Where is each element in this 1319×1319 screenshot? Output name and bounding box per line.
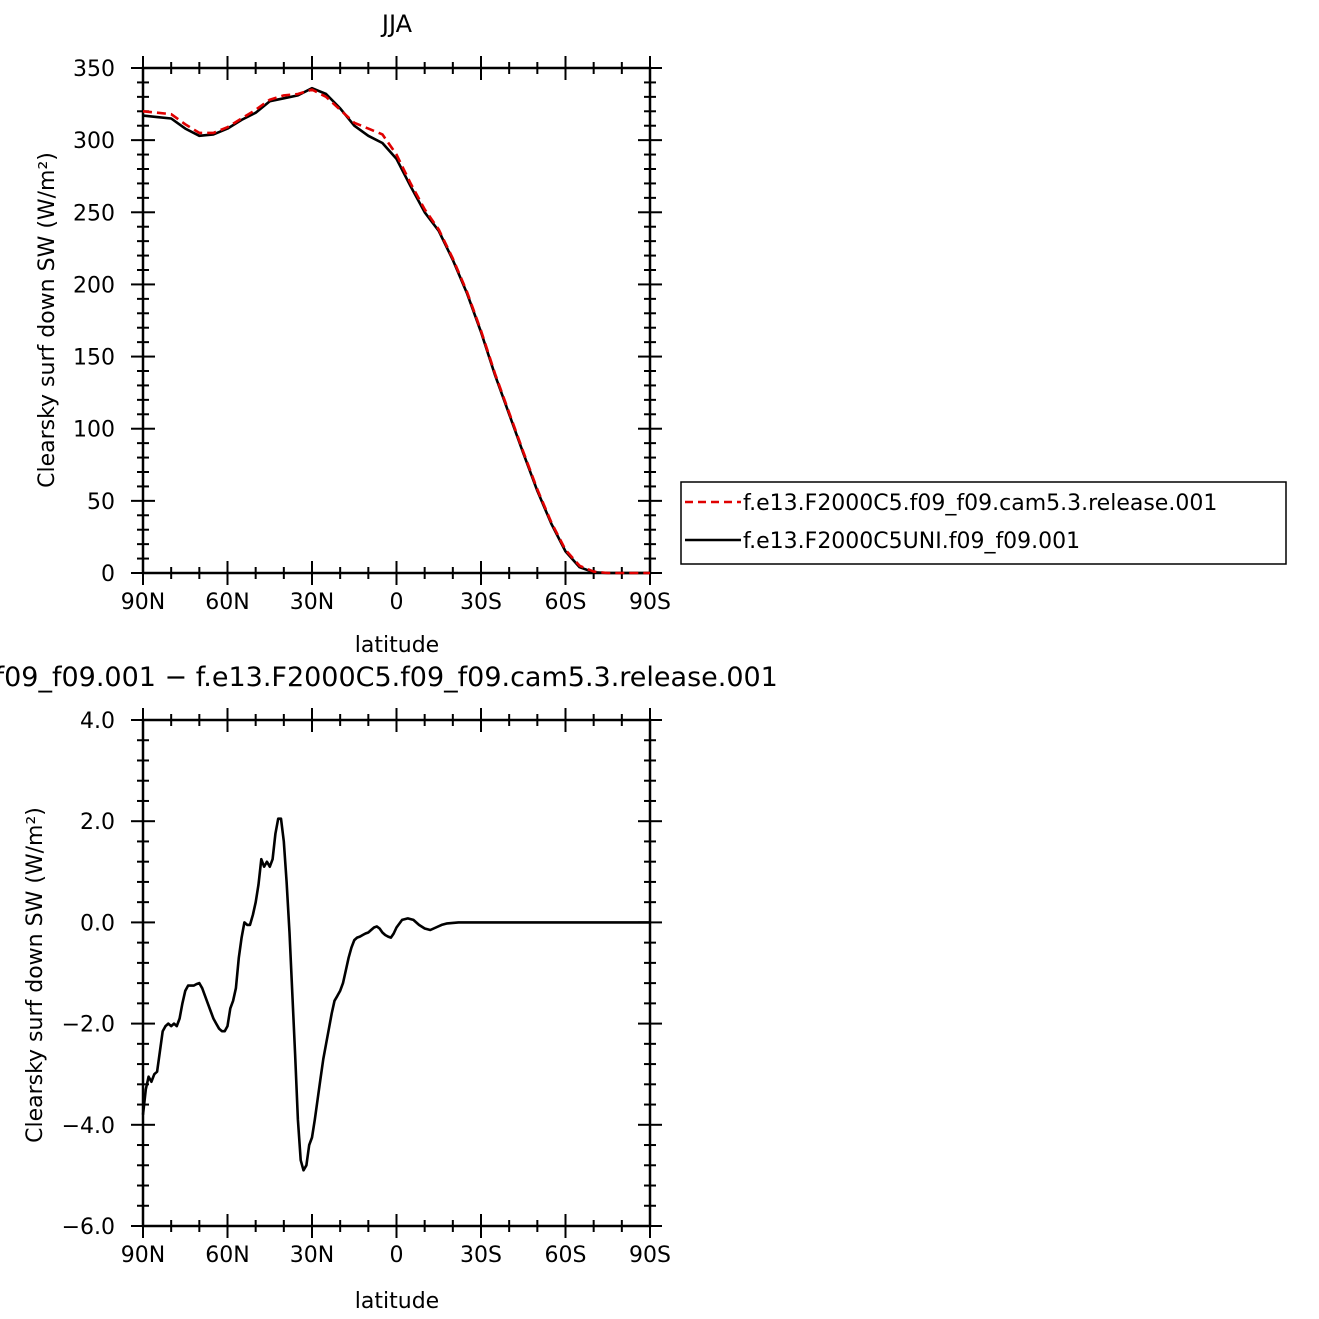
- y-tick-label: 150: [73, 346, 115, 371]
- y-tick-label: 0.0: [80, 911, 115, 936]
- series-line: [141, 817, 650, 1172]
- y-tick-label: 2.0: [80, 810, 115, 835]
- x-tick-label: 90N: [121, 590, 165, 615]
- x-tick-label: 60S: [545, 1243, 587, 1268]
- legend: f.e13.F2000C5.f09_f09.cam5.3.release.001…: [680, 481, 1287, 565]
- y-tick-label: −6.0: [62, 1215, 115, 1240]
- top-line-chart: JJA latitude Clearsky surf down SW (W/m²…: [35, 10, 1287, 658]
- y-tick-label: 200: [73, 273, 115, 298]
- y-tick-label: 250: [73, 201, 115, 226]
- y-tick-label: −2.0: [62, 1013, 115, 1038]
- plot-frame: [141, 66, 652, 575]
- x-tick-label: 60S: [545, 590, 587, 615]
- x-axis-label: latitude: [355, 1289, 439, 1314]
- plot-frame: [141, 718, 652, 1228]
- y-axis-label: Clearsky surf down SW (W/m²): [35, 152, 60, 488]
- legend-box: [680, 481, 1287, 565]
- y-tick-label: 100: [73, 418, 115, 443]
- x-tick-label: 30N: [290, 590, 334, 615]
- bottom-difference-chart: f.e13.F2000C5UNI.f09_f09.001 − f.e13.F20…: [0, 662, 778, 1314]
- y-tick-label: 350: [73, 57, 115, 82]
- x-tick-label: 60N: [205, 1243, 249, 1268]
- x-tick-label: 30S: [460, 1243, 502, 1268]
- x-tick-label: 0: [390, 1243, 404, 1268]
- x-tick-label: 30S: [460, 590, 502, 615]
- legend-label: f.e13.F2000C5UNI.f09_f09.001: [743, 529, 1080, 554]
- plot-area: 90N 60N 30N 0 30S 60S 90S −6.0 −4.0 −2.0 0.0 2.0 4.0: [62, 708, 671, 1268]
- y-tick-label: −4.0: [62, 1114, 115, 1139]
- chart-title: f.e13.F2000C5UNI.f09_f09.001 − f.e13.F20…: [0, 662, 778, 693]
- series-line: [142, 88, 650, 575]
- y-tick-label: 50: [87, 490, 115, 515]
- plot-area: 90N 60N 30N 0 30S 60S 90S 0 50 100 150 200 250 300 350: [73, 56, 671, 615]
- y-tick-label: 300: [73, 129, 115, 154]
- x-tick-label: 30N: [290, 1243, 334, 1268]
- x-tick-label: 90S: [629, 590, 671, 615]
- y-tick-label: 4.0: [80, 709, 115, 734]
- x-tick-label: 60N: [205, 590, 249, 615]
- legend-label: f.e13.F2000C5.f09_f09.cam5.3.release.001: [743, 491, 1217, 516]
- x-axis-label: latitude: [355, 633, 439, 658]
- y-tick-label: 0: [101, 562, 115, 587]
- series-line: [142, 86, 650, 575]
- x-tick-label: 90S: [629, 1243, 671, 1268]
- y-axis-label: Clearsky surf down SW (W/m²): [23, 807, 48, 1143]
- x-tick-label: 90N: [121, 1243, 165, 1268]
- chart-title: JJA: [380, 10, 413, 38]
- x-tick-label: 0: [390, 590, 404, 615]
